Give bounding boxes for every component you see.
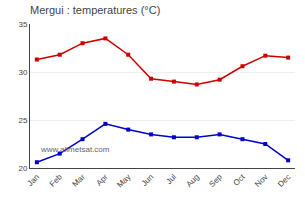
svg-text:Feb: Feb (48, 172, 65, 189)
svg-text:May: May (115, 172, 132, 189)
svg-text:25: 25 (18, 116, 27, 125)
svg-text:35: 35 (18, 20, 27, 29)
svg-text:Mergui : temperatures (°C): Mergui : temperatures (°C) (30, 4, 160, 16)
svg-text:Aug: Aug (185, 172, 201, 188)
svg-text:30: 30 (18, 68, 27, 77)
svg-text:20: 20 (18, 164, 27, 173)
svg-text:Nov: Nov (253, 172, 269, 188)
svg-text:Oct: Oct (232, 172, 248, 188)
svg-text:Sep: Sep (207, 172, 224, 189)
svg-text:www.allmetsat.com: www.allmetsat.com (40, 145, 110, 154)
svg-text:Jul: Jul (165, 172, 179, 186)
svg-text:Apr: Apr (94, 172, 109, 187)
svg-text:Mar: Mar (71, 172, 87, 188)
svg-text:Dec: Dec (276, 172, 292, 188)
svg-text:Jun: Jun (140, 172, 155, 187)
svg-text:Jan: Jan (26, 172, 41, 187)
